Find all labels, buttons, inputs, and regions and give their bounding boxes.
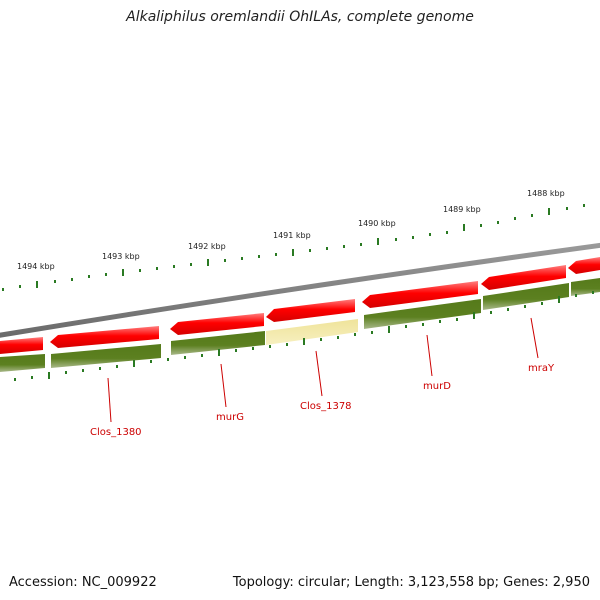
ruler-label: 1494 kbp: [17, 262, 55, 271]
ruler-label: 1490 kbp: [358, 219, 396, 228]
cds-arrow[interactable]: [0, 337, 43, 354]
gene-segment[interactable]: [51, 344, 161, 368]
map-title: Alkaliphilus oremlandii OhILAs, complete…: [126, 9, 474, 25]
gene-segment[interactable]: [571, 278, 600, 296]
gene-segment-highlight[interactable]: [266, 319, 358, 345]
ruler-label: 1492 kbp: [188, 242, 226, 251]
genome-summary-text: Topology: circular; Length: 3,123,558 bp…: [232, 575, 590, 590]
inner-ruler-ticks: [14, 291, 594, 381]
gene-track: [0, 278, 600, 372]
gene-segment[interactable]: [0, 354, 45, 372]
gene-label-mray[interactable]: mraY: [528, 363, 555, 374]
cds-arrow[interactable]: [362, 281, 478, 308]
gene-label-clos-1380[interactable]: Clos_1380: [90, 427, 142, 438]
gene-segment[interactable]: [364, 299, 481, 329]
ruler-label: 1489 kbp: [443, 205, 481, 214]
gene-segment[interactable]: [483, 283, 569, 310]
accession-text: Accession: NC_009922: [9, 575, 157, 590]
cds-arrow[interactable]: [481, 265, 566, 290]
ruler-label: 1488 kbp: [527, 189, 565, 198]
gene-label-clos-1378[interactable]: Clos_1378: [300, 401, 352, 412]
ruler-label: 1491 kbp: [273, 231, 311, 240]
label-leaders: [107, 317, 539, 423]
cds-track: [0, 257, 600, 354]
gene-label-murg[interactable]: murG: [216, 412, 244, 423]
cds-arrow[interactable]: [170, 313, 264, 335]
cds-arrow[interactable]: [50, 326, 159, 348]
gene-label-murd[interactable]: murD: [423, 381, 451, 392]
ruler-ticks: [2, 204, 585, 291]
gene-segment[interactable]: [171, 331, 265, 355]
ruler-label: 1493 kbp: [102, 252, 140, 261]
cds-arrow[interactable]: [266, 299, 355, 322]
genome-backbone: [0, 242, 600, 338]
cds-arrow[interactable]: [568, 257, 600, 274]
